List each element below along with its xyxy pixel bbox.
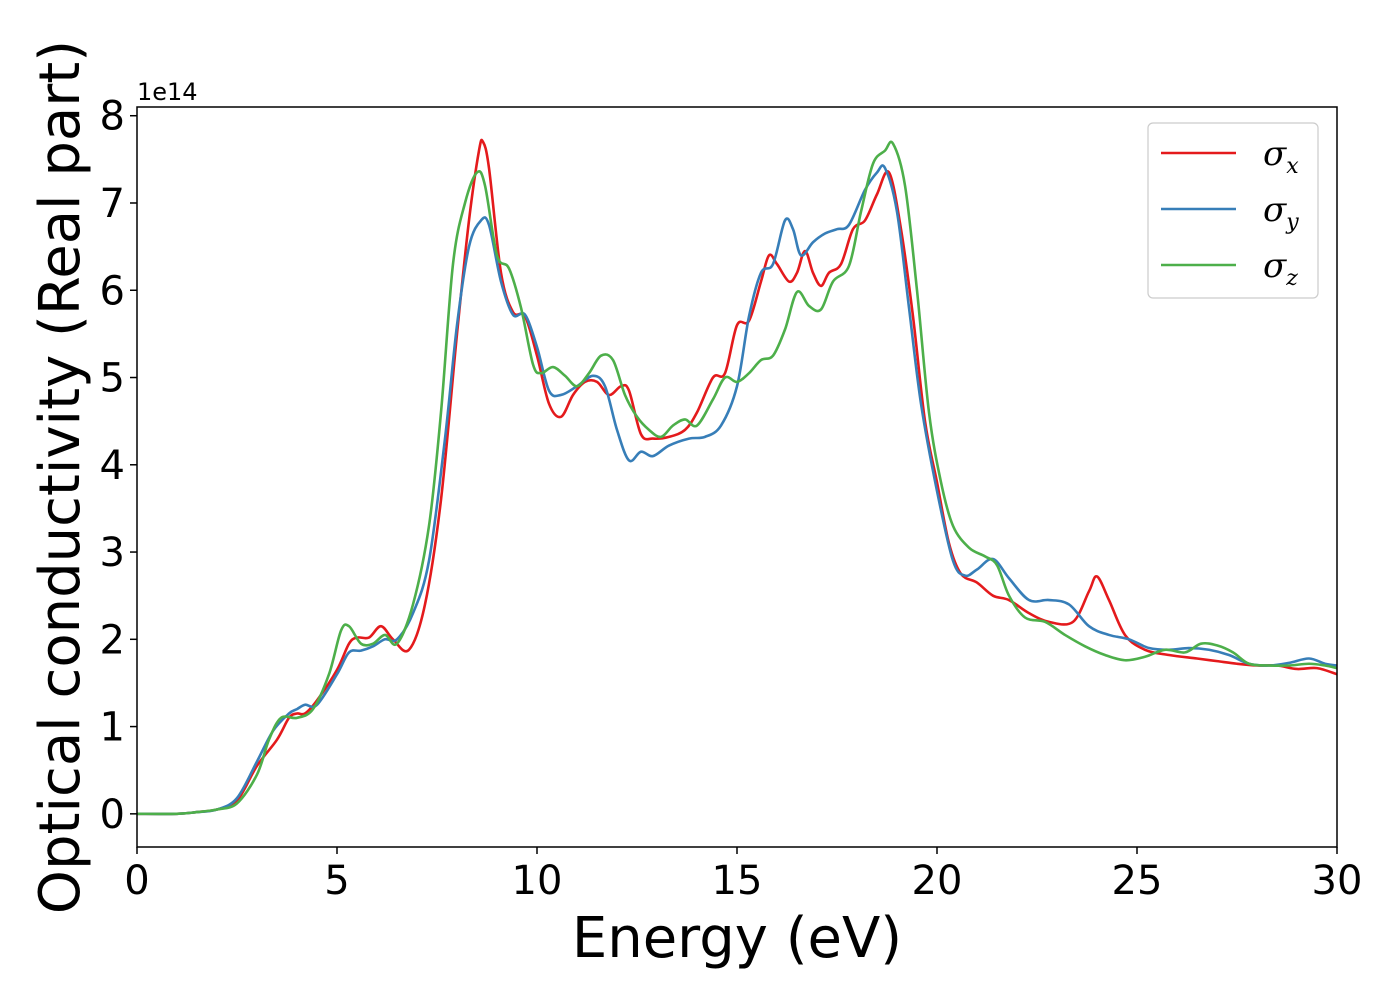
legend-label-x: σx	[1263, 134, 1299, 179]
legend-label-y: σy	[1263, 190, 1299, 235]
x-tick-label: 30	[1312, 858, 1363, 904]
x-tick-label: 15	[712, 858, 763, 904]
x-axis-title: Energy (eV)	[572, 906, 902, 971]
legend: σx σy σz	[1147, 122, 1319, 299]
y-tick-label: 4	[100, 443, 125, 489]
y-tick-label: 1	[100, 705, 125, 751]
x-tick-label: 25	[1112, 858, 1163, 904]
y-tick-label: 0	[100, 792, 125, 838]
series-line-z	[136, 140, 1338, 816]
y-offset-label: 1e14	[137, 78, 198, 106]
series-line-y	[136, 164, 1338, 816]
x-tick-label: 5	[324, 858, 349, 904]
y-tick-label: 7	[100, 181, 125, 227]
y-tick-label: 2	[100, 617, 125, 663]
x-tick-label: 20	[912, 858, 963, 904]
legend-label-z: σz	[1263, 246, 1298, 291]
y-axis: 0 1 2 3 4 5 6 7 8	[100, 94, 137, 838]
x-tick-label: 0	[124, 858, 149, 904]
x-tick-label: 10	[512, 858, 563, 904]
y-tick-label: 5	[100, 356, 125, 402]
legend-frame	[1147, 122, 1319, 299]
y-tick-label: 8	[100, 94, 125, 140]
curves	[136, 138, 1338, 816]
series-line-x	[136, 138, 1338, 816]
y-tick-label: 3	[100, 530, 125, 576]
y-tick-label: 6	[100, 268, 125, 314]
y-axis-title: Optical conductivity (Real part)	[28, 40, 93, 914]
x-axis: 0 5 10 15 20 25 30	[124, 847, 1362, 904]
